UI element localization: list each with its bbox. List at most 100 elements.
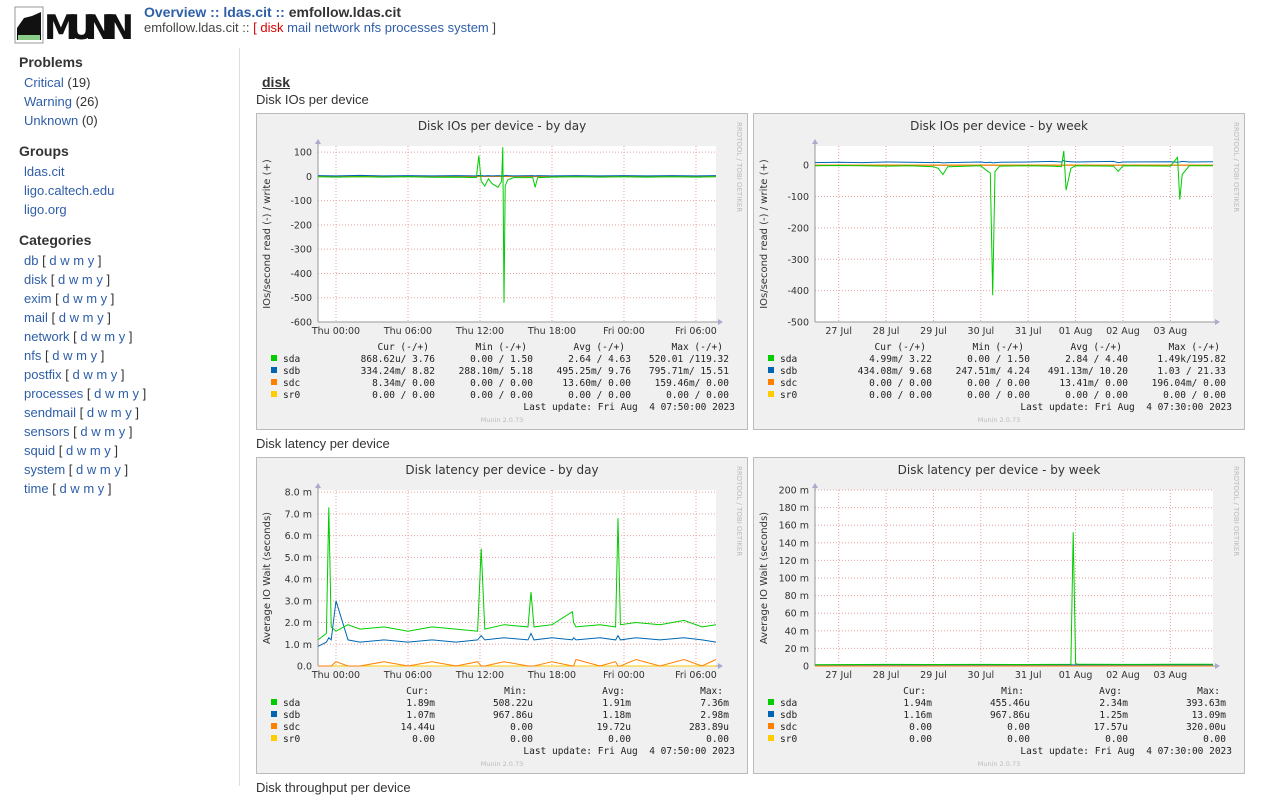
period-link[interactable]: w [68, 272, 79, 287]
graph-title: Disk latency per device - by week [898, 463, 1101, 477]
crumb-link[interactable]: Overview [144, 4, 207, 20]
period-link[interactable]: y [125, 405, 132, 420]
graph: Disk latency per device - by week Average… [759, 463, 1240, 768]
period-link[interactable]: d [72, 367, 80, 382]
group-link[interactable]: ldas.cit [24, 164, 65, 179]
category-link[interactable]: system [24, 462, 66, 477]
period-link[interactable]: m [96, 367, 108, 382]
period-link[interactable]: m [82, 310, 94, 325]
period-link[interactable]: m [86, 291, 98, 306]
period-link[interactable]: y [90, 348, 98, 363]
period-link[interactable]: m [99, 462, 111, 477]
graph-title: Disk latency per device - by day [405, 463, 598, 477]
period-link[interactable]: w [91, 424, 101, 439]
period-link[interactable]: m [83, 481, 95, 496]
category-link[interactable]: db [24, 253, 39, 268]
period-link[interactable]: d [49, 253, 57, 268]
period-link[interactable]: w [63, 348, 73, 363]
period-link[interactable]: y [118, 329, 126, 344]
logo-graph [18, 35, 40, 40]
period-link[interactable]: d [65, 443, 74, 458]
graph-panel[interactable]: Disk IOs per device - by week IOs/second … [753, 113, 1245, 430]
period-link[interactable]: w [91, 329, 101, 344]
problem-link[interactable]: Critical [24, 75, 64, 90]
period-link[interactable]: d [80, 424, 88, 439]
category-link[interactable]: exim [24, 291, 52, 306]
category-link[interactable]: network [314, 20, 361, 35]
period-link[interactable]: y [96, 272, 103, 287]
series-line [317, 600, 717, 647]
main-content: disk Disk IOs per device Disk IOs per dev… [256, 48, 1256, 795]
period-link[interactable]: y [118, 424, 126, 439]
period-link[interactable]: d [58, 310, 66, 325]
legend-value: 247.51m/ 4.24 [956, 366, 1031, 377]
category-link[interactable]: network [24, 329, 70, 344]
category-link[interactable]: sendmail [24, 405, 77, 420]
period-link[interactable]: w [60, 253, 70, 268]
category-link[interactable]: nfs [24, 348, 42, 363]
period-link[interactable]: w [97, 405, 108, 420]
period-link[interactable]: y [114, 462, 121, 477]
period-link[interactable]: w [86, 462, 97, 477]
group-link[interactable]: ligo.caltech.edu [24, 183, 115, 198]
category-link[interactable]: mail [287, 20, 311, 35]
period-link[interactable]: w [73, 291, 83, 306]
period-link[interactable]: d [86, 405, 95, 420]
problem-link[interactable]: Unknown [24, 113, 79, 128]
period-link[interactable]: m [118, 386, 129, 401]
period-link[interactable]: m [81, 272, 93, 287]
period-link[interactable]: d [76, 462, 84, 477]
category-link[interactable]: processes [384, 20, 444, 35]
period-link[interactable]: w [104, 386, 115, 401]
period-link[interactable]: d [52, 348, 60, 363]
period-link[interactable]: w [69, 310, 79, 325]
legend-swatch [271, 711, 277, 717]
period-link[interactable]: d [62, 291, 70, 306]
period-link[interactable]: y [104, 443, 111, 458]
period-link[interactable]: w [76, 443, 87, 458]
period-link[interactable]: y [97, 481, 105, 496]
graph-panel[interactable]: Disk latency per device - by day Average … [256, 457, 748, 774]
legend-value: 334.24m/ 8.82 [361, 366, 435, 377]
period-link[interactable]: d [58, 272, 66, 287]
category-link[interactable]: mail [24, 310, 48, 325]
category-link[interactable]: disk [260, 20, 284, 35]
bracket: [ [79, 405, 84, 420]
y-tick-label: -400 [787, 286, 809, 297]
legend-value: 13.60m/ 0.00 [562, 378, 631, 389]
crumb-link[interactable]: ldas.cit [223, 4, 272, 20]
graph-panel[interactable]: Disk IOs per device - by day IOs/second r… [256, 113, 748, 430]
period-link[interactable]: d [80, 329, 88, 344]
period-link[interactable]: y [132, 386, 139, 401]
category-link[interactable]: sensors [24, 424, 70, 439]
category-link[interactable]: squid [24, 443, 56, 458]
crumb-separator: :: [210, 4, 220, 20]
period-link[interactable]: m [89, 443, 101, 458]
period-link[interactable]: d [59, 481, 67, 496]
period-link[interactable]: y [110, 367, 118, 382]
period-link[interactable]: m [104, 329, 116, 344]
category-link[interactable]: postfix [24, 367, 62, 382]
period-link[interactable]: m [104, 424, 116, 439]
problem-count: (26) [75, 94, 99, 109]
category-link[interactable]: disk [24, 272, 48, 287]
category-link[interactable]: nfs [363, 20, 382, 35]
problem-link[interactable]: Warning [24, 94, 72, 109]
crumb-link[interactable]: emfollow.ldas.cit [288, 4, 402, 20]
y-tick-label: -300 [787, 255, 809, 266]
graph-footer: Munin 2.0.73 [481, 760, 524, 768]
period-link[interactable]: m [73, 253, 85, 268]
category-link[interactable]: system [447, 20, 489, 35]
graph-panel[interactable]: Disk latency per device - by week Average… [753, 457, 1245, 774]
category-link[interactable]: processes [24, 386, 84, 401]
period-link[interactable]: w [70, 481, 80, 496]
group-link[interactable]: ligo.org [24, 202, 67, 217]
period-link[interactable]: m [110, 405, 122, 420]
category-link[interactable]: time [24, 481, 49, 496]
period-link[interactable]: y [100, 291, 108, 306]
period-link[interactable]: m [76, 348, 87, 363]
period-link[interactable]: y [87, 253, 95, 268]
period-link[interactable]: w [83, 367, 93, 382]
period-link[interactable]: d [94, 386, 102, 401]
period-link[interactable]: y [97, 310, 104, 325]
